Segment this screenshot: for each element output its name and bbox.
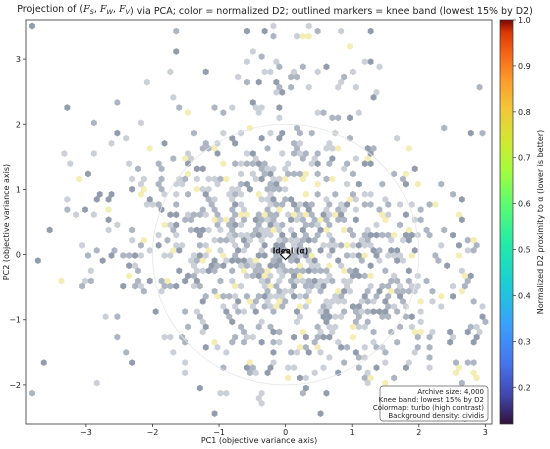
annotation-line: Colormap: turbo (high contrast) bbox=[373, 404, 484, 412]
density-hexbin-layer bbox=[29, 22, 489, 423]
x-axis-label: PC1 (objective variance axis) bbox=[201, 436, 317, 445]
annotation-line: Knee band: lowest 15% by D2 bbox=[379, 396, 484, 404]
x-tick-label: −1 bbox=[213, 428, 225, 437]
colorbar-tick-label: 0.9 bbox=[518, 62, 531, 71]
annotation-line: Background density: cividis bbox=[388, 412, 484, 420]
y-tick-label: −1 bbox=[9, 316, 21, 325]
y-tick-label: 0 bbox=[16, 251, 21, 260]
y-tick-label: 2 bbox=[16, 120, 21, 129]
colorbar-tick-label: 0.6 bbox=[518, 200, 531, 209]
colorbar-tick-label: 1.0 bbox=[518, 16, 531, 25]
colorbar-tick-label: 0.4 bbox=[518, 291, 531, 300]
ideal-label: Ideal (α) bbox=[273, 247, 309, 256]
colorbar-tick-label: 0.3 bbox=[518, 337, 531, 346]
x-tick-label: 3 bbox=[483, 428, 488, 437]
colorbar-tick-label: 0.7 bbox=[518, 154, 531, 163]
y-tick-label: 1 bbox=[16, 185, 21, 194]
x-tick-label: −3 bbox=[80, 428, 92, 437]
x-axis-ticks: −3 −2 −1 0 1 2 3 bbox=[80, 424, 488, 437]
ideal-diamond-icon bbox=[279, 248, 292, 261]
chart-title: Projection of (FS, FW, FV) via PCA; colo… bbox=[17, 4, 533, 17]
x-tick-label: 1 bbox=[350, 428, 355, 437]
colorbar-tick-label: 0.2 bbox=[518, 383, 531, 392]
reference-ring bbox=[152, 123, 420, 386]
x-tick-label: −2 bbox=[147, 428, 159, 437]
chart-title-text: Projection of (FS, FW, FV) via PCA; colo… bbox=[17, 4, 533, 17]
colorbar-tick-label: 0.5 bbox=[518, 246, 531, 255]
y-tick-label: −2 bbox=[9, 381, 21, 390]
colorbar-gradient bbox=[499, 19, 514, 425]
ideal-point-marker: Ideal (α) bbox=[273, 247, 309, 261]
colorbar-tick-label: 0.8 bbox=[518, 108, 531, 117]
colorbar-label: Normalized D2 proximity to α (lower is b… bbox=[536, 130, 545, 314]
colorbar: 0.2 0.3 0.4 0.5 0.6 0.7 0.8 0.9 1.0 bbox=[499, 16, 531, 425]
x-tick-label: 2 bbox=[416, 428, 421, 437]
x-tick-label: 0 bbox=[283, 428, 288, 437]
y-tick-label: 3 bbox=[16, 55, 21, 64]
y-axis-label: PC2 (objective variance axis) bbox=[2, 164, 11, 280]
annotation-line: Archive size: 4,000 bbox=[417, 388, 484, 396]
y-axis-ticks: −2 −1 0 1 2 3 bbox=[9, 55, 26, 390]
